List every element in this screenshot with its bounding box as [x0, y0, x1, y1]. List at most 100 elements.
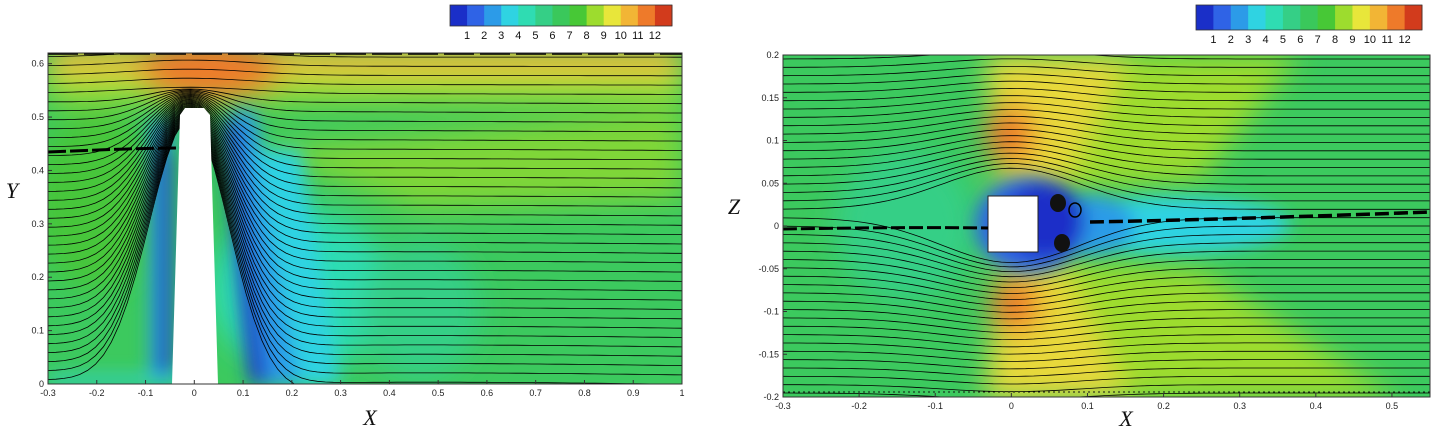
streamline	[48, 112, 682, 338]
streamline	[48, 91, 682, 133]
streamline	[783, 359, 1430, 370]
streamline	[48, 108, 682, 292]
streamline	[48, 94, 682, 161]
y-tick-label: 0	[774, 221, 779, 231]
y-tick-label: 0.2	[766, 50, 779, 60]
x-tick-label: 0.3	[1233, 401, 1246, 411]
obstacle-right	[987, 195, 1039, 253]
streamline	[783, 217, 1430, 263]
colorbar-swatch	[620, 5, 639, 26]
colorbar-swatch	[586, 5, 605, 26]
colorbar-swatch	[467, 5, 485, 26]
streamline	[48, 59, 682, 67]
colorbar-swatch	[1265, 5, 1284, 30]
colorbar-swatch	[637, 5, 656, 26]
x-tick-label: -0.1	[138, 388, 154, 398]
obstacle-left	[172, 108, 218, 384]
colorbar-label: 9	[1349, 34, 1355, 46]
streamline	[783, 275, 1430, 300]
streamline	[48, 114, 682, 357]
colorbar-label: 6	[549, 30, 555, 42]
x-tick-label: -0.2	[89, 388, 105, 398]
x-tick-label: 0.5	[432, 388, 445, 398]
streamline	[783, 317, 1430, 334]
y-tick-label: 0.2	[31, 272, 44, 282]
x-tick-label: 0.5	[1386, 401, 1399, 411]
streamline	[783, 225, 1430, 268]
streamline	[48, 111, 682, 320]
streamline	[783, 58, 1430, 68]
x-tick-label: 0	[192, 388, 197, 398]
streamline	[48, 112, 682, 329]
x-tick-label: 0.2	[286, 388, 299, 398]
x-tick-label: -0.1	[927, 401, 943, 411]
colorbar-swatch	[1387, 5, 1406, 30]
axes-right: -0.3 -0.2 -0.1 0 0.1 0.2 0.3 0.4 0.5-0.2-0.15-0.…	[758, 50, 1398, 411]
streamline	[783, 284, 1430, 307]
streamline	[48, 89, 682, 114]
streamline	[783, 115, 1430, 135]
streamline	[48, 105, 682, 264]
colorbar-swatch	[1213, 5, 1232, 30]
streamline	[783, 87, 1430, 102]
streamline	[48, 95, 682, 170]
x-tick-label: -0.3	[775, 401, 791, 411]
streamline	[783, 167, 1430, 210]
colorbar-swatch	[1248, 5, 1267, 30]
streamline	[48, 107, 682, 282]
colorbar-left: 1 2 3 4 5 6 7 8 9 10 11 12	[449, 4, 673, 42]
colorbar-swatch	[1369, 5, 1388, 30]
y-tick-label: -0.15	[758, 349, 779, 359]
streamline	[783, 128, 1430, 152]
colorbar-swatch	[450, 5, 468, 26]
colorbar-frame	[449, 4, 673, 27]
streamline	[48, 100, 682, 217]
x-tick-label: 0.4	[1310, 401, 1323, 411]
colorbar-swatch	[501, 5, 519, 26]
streamline	[783, 384, 1430, 393]
streamline	[48, 92, 682, 142]
y-tick-label: -0.2	[763, 392, 779, 402]
colorbar-label: 9	[601, 30, 607, 42]
colorbar-swatch	[1317, 5, 1336, 30]
streamline	[783, 342, 1430, 355]
streamline	[783, 163, 1430, 202]
colorbar-swatch	[1300, 5, 1319, 30]
streamline	[783, 141, 1430, 168]
streamline	[783, 122, 1430, 143]
colorbar-swatch	[1196, 5, 1214, 30]
streamlines-right	[783, 55, 1430, 397]
x-tick-label: 0.7	[529, 388, 542, 398]
colorbar-label: 1	[464, 30, 470, 42]
x-tick-label: 0.1	[237, 388, 250, 398]
x-tick-label: 1	[679, 388, 684, 398]
streamline	[783, 367, 1430, 377]
y-tick-label: 0.1	[31, 326, 44, 336]
x-tick-label: 0.2	[1157, 401, 1170, 411]
streamline	[48, 104, 682, 254]
colorbar-label: 11	[1382, 34, 1393, 46]
x-tick-label: 0.8	[578, 388, 591, 398]
colorbar-swatch	[654, 5, 673, 26]
axes-left: -0.3 -0.2 -0.1 0 0.1 0.2 0.3 0.4 0.5 0.6 0.7 0.8 0.9…	[31, 59, 684, 398]
streamline	[48, 106, 682, 273]
streamline	[48, 102, 682, 235]
colorbar-label: 12	[1398, 34, 1410, 46]
colorbar-swatch	[552, 5, 571, 26]
colorbar-label: 10	[615, 30, 627, 42]
streamline	[783, 80, 1430, 93]
streamline	[783, 242, 1430, 278]
streamline	[48, 118, 296, 384]
streamlines-left	[48, 53, 682, 384]
streamline	[48, 93, 682, 151]
colorbar-swatch	[569, 5, 588, 26]
streamline	[783, 292, 1430, 313]
y-tick-label: -0.1	[763, 307, 779, 317]
streamline	[783, 325, 1430, 340]
streamline	[783, 375, 1430, 385]
streamline	[48, 68, 682, 77]
y-tick-label: 0	[39, 379, 44, 389]
streamline	[48, 99, 682, 207]
y-tick-label: 0.1	[766, 136, 779, 146]
streamline	[783, 259, 1430, 289]
